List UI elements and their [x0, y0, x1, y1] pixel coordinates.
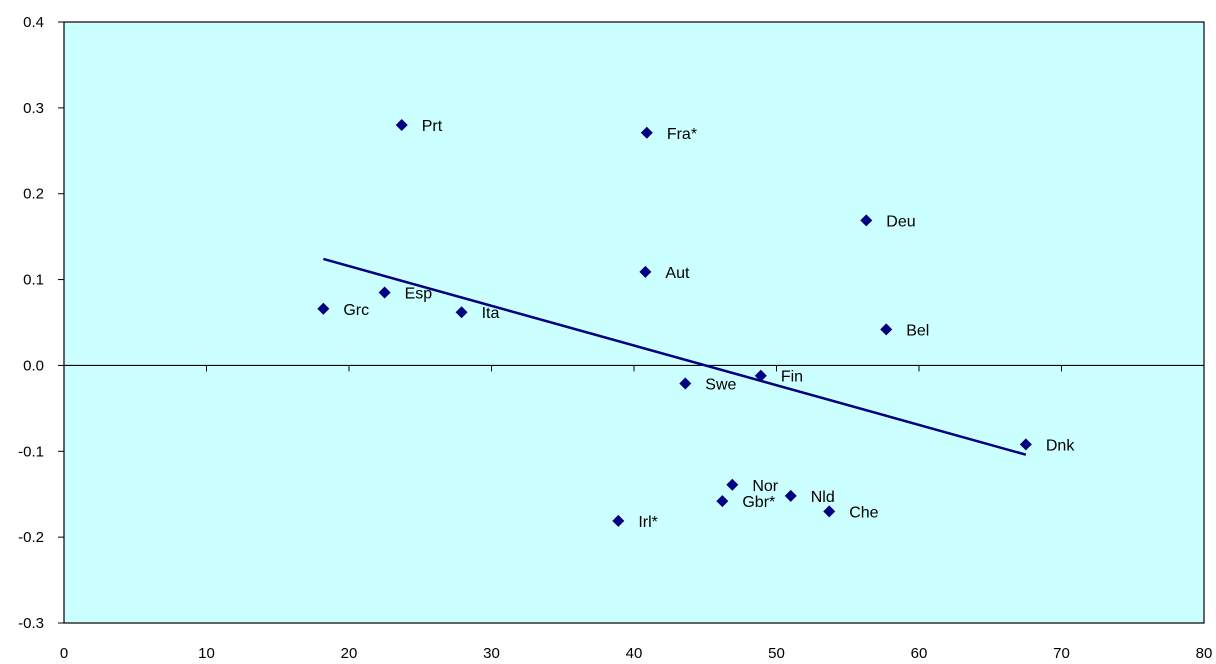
data-point-label: Grc	[343, 302, 369, 319]
x-tick-label: 60	[911, 645, 928, 662]
data-point-label: Dnk	[1046, 437, 1075, 454]
y-tick-label: 0.0	[23, 357, 44, 374]
data-point	[395, 119, 408, 132]
x-tick-label: 10	[198, 645, 215, 662]
y-tick-label: 0.3	[23, 100, 44, 117]
data-point-label: Fra*	[667, 126, 697, 143]
data-point-label: Aut	[665, 265, 690, 282]
data-point	[679, 377, 692, 390]
y-tick-label: 0.4	[23, 14, 44, 31]
data-point-label: Nld	[811, 489, 835, 506]
x-axis-ticks: 0 10 20 30 40 50 60 70 80	[60, 365, 1213, 662]
data-point	[880, 323, 893, 336]
x-tick-label: 0	[60, 645, 68, 662]
data-point	[823, 505, 836, 518]
y-tick-label: -0.1	[18, 443, 44, 460]
data-point	[639, 265, 652, 278]
data-point	[754, 369, 767, 382]
data-point	[640, 126, 653, 139]
x-tick-label: 80	[1196, 645, 1213, 662]
y-tick-label: -0.3	[18, 615, 44, 632]
data-point-label: Fin	[781, 369, 803, 386]
data-point	[784, 489, 797, 502]
data-points	[317, 119, 1032, 527]
data-point-label: Bel	[906, 322, 929, 339]
data-point-label: Prt	[422, 118, 443, 135]
x-tick-label: 30	[483, 645, 500, 662]
y-tick-label: 0.1	[23, 272, 44, 289]
data-point	[317, 302, 330, 315]
y-axis-ticks: 0.4 0.3 0.2 0.1 0.0 -0.1 -0.2 -0.3	[18, 14, 64, 632]
data-point	[716, 495, 729, 508]
data-point	[612, 514, 625, 527]
data-point-label: Nor	[752, 478, 778, 495]
point-labels: Prt Fra* Deu Aut Esp Grc Ita Bel Fin Swe Dnk Nor Nld…	[343, 118, 1075, 531]
data-point-label: Swe	[705, 376, 736, 393]
data-point-label: Che	[849, 504, 878, 521]
data-point	[378, 286, 391, 299]
y-tick-label: 0.2	[23, 186, 44, 203]
data-point-label: Esp	[405, 285, 433, 302]
trendline	[323, 257, 1027, 456]
plot-area	[63, 21, 1205, 624]
x-tick-label: 70	[1053, 645, 1070, 662]
y-tick-label: -0.2	[18, 529, 44, 546]
data-point-label: Ita	[482, 305, 500, 322]
x-tick-label: 20	[341, 645, 358, 662]
data-point	[455, 306, 468, 319]
data-point	[726, 478, 739, 491]
data-point	[1019, 438, 1032, 451]
data-point-label: Irl*	[638, 514, 658, 531]
data-point-label: Gbr*	[742, 494, 775, 511]
x-tick-label: 40	[626, 645, 643, 662]
x-tick-label: 50	[768, 645, 785, 662]
data-point-label: Deu	[886, 213, 915, 230]
data-point	[860, 214, 873, 227]
